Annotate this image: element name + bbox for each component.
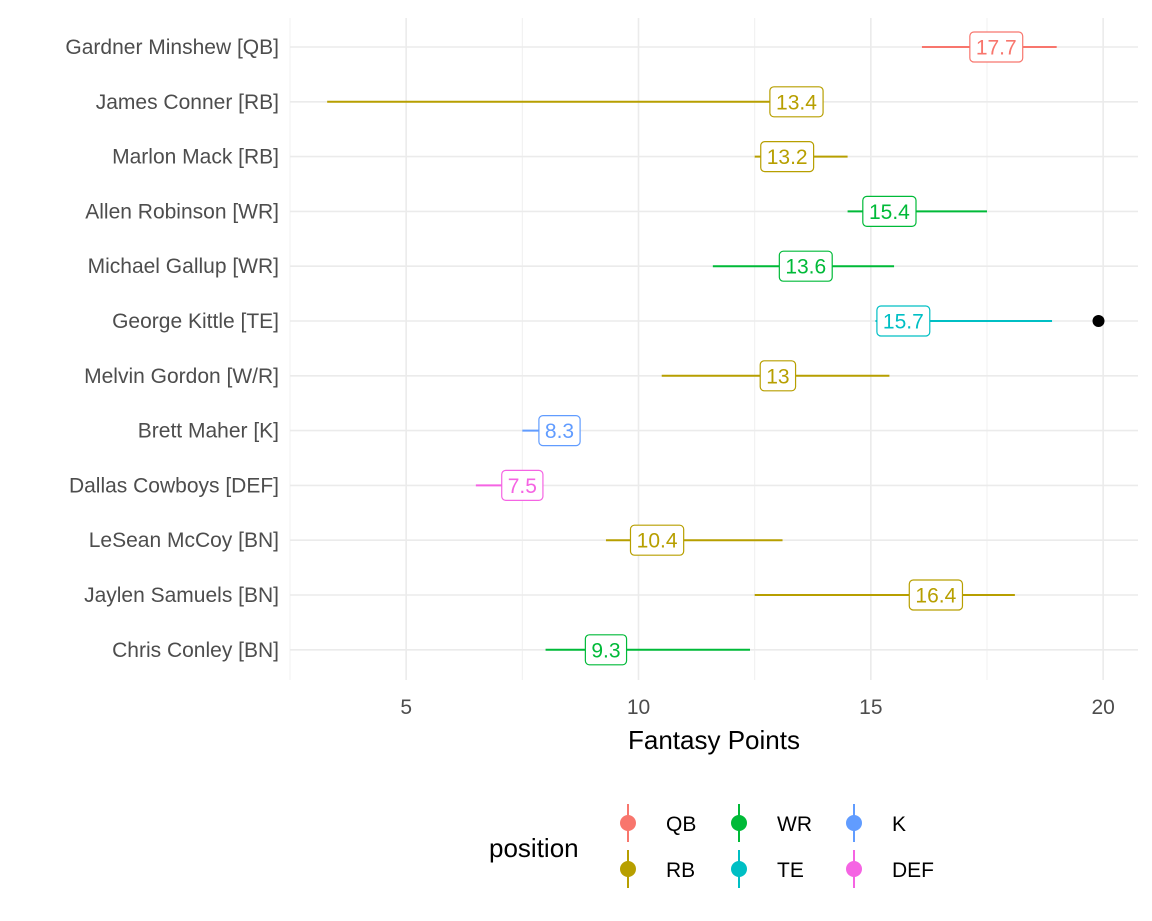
legend-key-point [731,815,747,831]
projection-label-box [759,360,797,392]
legend-key-point [620,815,636,831]
legend: position QB WR K RB TE DEF [489,804,934,888]
y-tick-label: Melvin Gordon [W/R] [84,365,279,388]
x-tick-label: 15 [859,696,882,719]
projection-label: 16.4 [908,579,964,611]
y-tick-label: Brett Maher [K] [138,420,279,443]
y-tick-label: Gardner Minshew [QB] [65,36,279,59]
projection-label-text: 8.3 [545,420,574,443]
y-tick-label: LeSean McCoy [BN] [89,529,279,552]
projection-label-box [969,31,1024,63]
projection-label: 10.4 [629,524,685,556]
projection-label: 7.5 [501,469,544,501]
y-tick-label: James Conner [RB] [96,91,279,114]
grid [289,18,1138,680]
actual-point [1092,315,1105,327]
x-tick-label: 5 [400,696,412,719]
projection-label-text: 13.6 [785,256,826,279]
projection-label-text: 13.4 [776,91,817,114]
projection-label: 17.7 [969,31,1024,63]
projection-label: 15.7 [876,305,931,337]
x-tick-label: 20 [1091,696,1114,719]
legend-item-te: TE [731,850,804,888]
projection-label-text: 9.3 [591,639,620,662]
legend-label: K [892,813,906,836]
projection-label: 9.3 [584,634,628,666]
projection-label-box [538,415,581,447]
projection-label: 13 [759,360,797,392]
legend-item-qb: QB [620,804,696,842]
projection-label-box [908,579,964,611]
legend-title: position [489,833,579,863]
projection-label-box [501,469,544,501]
projection-label-text: 15.7 [883,311,924,334]
projection-label-text: 10.4 [637,530,678,553]
projection-label-text: 17.7 [976,37,1017,60]
y-tick-label: Allen Robinson [WR] [85,200,279,223]
projection-label: 13.6 [778,250,833,282]
y-tick-label: Jaylen Samuels [BN] [84,584,279,607]
y-tick-label: Marlon Mack [RB] [112,146,279,169]
projection-label: 8.3 [538,415,581,447]
legend-label: QB [666,813,696,836]
projection-label-box [629,524,685,556]
projection-label-text: 13.2 [767,146,808,169]
legend-label: TE [777,859,804,882]
legend-item-k: K [846,804,906,842]
y-tick-label: Chris Conley [BN] [112,639,279,662]
x-axis-title: Fantasy Points [628,725,800,755]
projection-label-box [760,141,815,173]
projection-label-text: 16.4 [915,585,956,608]
y-tick-label: Michael Gallup [WR] [88,255,279,278]
legend-key-point [731,861,747,877]
projection-label: 13.4 [769,86,824,118]
legend-key-point [846,815,862,831]
legend-label: DEF [892,859,934,882]
x-axis: 5 10 15 20 [400,696,1115,719]
x-tick-label: 10 [627,696,650,719]
projection-label-box [862,195,917,227]
projection-label-box [769,86,824,118]
legend-key-point [846,861,862,877]
projection-label: 13.2 [760,141,815,173]
legend-item-rb: RB [620,850,695,888]
chart-marks: 17.7 13.4 13.2 15.4 13.6 15.7 13 8.3 7.5 10.4 16.4… [327,31,1105,666]
legend-item-def: DEF [846,850,934,888]
legend-item-wr: WR [731,804,812,842]
projection-label-text: 13 [766,365,789,388]
projection-label: 15.4 [862,195,917,227]
projection-label-box [584,634,628,666]
projection-label-text: 15.4 [869,201,910,224]
legend-label: WR [777,813,812,836]
projection-label-box [778,250,833,282]
projection-label-text: 7.5 [508,475,537,498]
y-tick-label: Dallas Cowboys [DEF] [69,474,279,497]
legend-key-point [620,861,636,877]
projection-label-box [876,305,931,337]
y-axis: Gardner Minshew [QB] James Conner [RB] Mar… [65,36,279,662]
legend-label: RB [666,859,695,882]
y-tick-label: George Kittle [TE] [112,310,279,333]
